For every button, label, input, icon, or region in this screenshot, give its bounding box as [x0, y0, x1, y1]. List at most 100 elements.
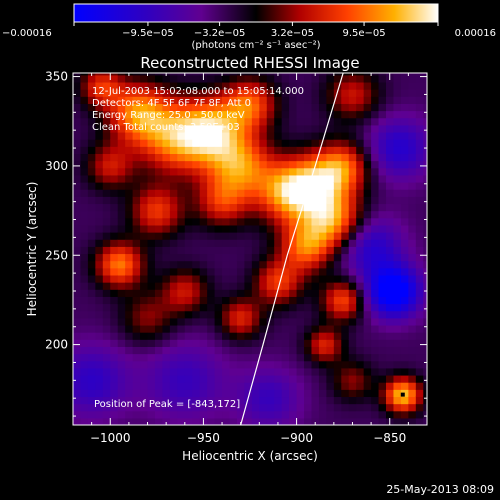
heatmap-cell	[236, 96, 246, 104]
heatmap-cell	[244, 189, 253, 197]
peak-marker	[400, 392, 405, 397]
heatmap-cell	[154, 317, 164, 326]
heatmap-cell	[110, 367, 119, 376]
heatmap-cell	[154, 267, 164, 276]
heatmap-cell	[125, 81, 134, 90]
heatmap-cell	[229, 260, 238, 269]
heatmap-cell	[117, 124, 126, 133]
heatmap-cell	[415, 174, 424, 183]
heatmap-cell	[304, 353, 313, 362]
heatmap-cell	[207, 224, 216, 233]
heatmap-cell	[110, 81, 119, 90]
heatmap-cell	[400, 274, 409, 283]
heatmap-cell	[408, 253, 417, 262]
heatmap-cell	[371, 139, 380, 147]
heatmap-cell	[184, 203, 193, 212]
heatmap-cell	[333, 303, 342, 312]
heatmap-cell	[266, 267, 275, 276]
heatmap-cell	[296, 267, 305, 276]
heatmap-cell	[400, 282, 409, 290]
heatmap-cell	[177, 189, 186, 197]
heatmap-cell	[177, 96, 186, 104]
heatmap-cell	[73, 310, 82, 319]
heatmap-cell	[266, 353, 275, 362]
heatmap-cell	[169, 160, 178, 169]
heatmap-cell	[296, 389, 305, 398]
heatmap-cell	[348, 353, 357, 362]
heatmap-cell	[326, 346, 335, 355]
heatmap-cell	[229, 73, 238, 76]
heatmap-cell	[326, 339, 335, 347]
heatmap-cell	[371, 103, 380, 112]
heatmap-cell	[229, 203, 238, 212]
heatmap-cell	[393, 96, 402, 104]
heatmap-cell	[341, 146, 350, 155]
heatmap-cell	[363, 296, 372, 305]
heatmap-cell	[95, 139, 104, 147]
heatmap-cell	[117, 153, 126, 162]
heatmap-cell	[117, 96, 126, 104]
heatmap-cell	[125, 224, 134, 233]
heatmap-cell	[333, 360, 342, 369]
heatmap-cell	[214, 181, 223, 190]
heatmap-cell	[274, 382, 283, 390]
heatmap-cell	[348, 310, 357, 319]
heatmap-cell	[333, 324, 342, 333]
heatmap-cell	[117, 103, 126, 112]
heatmap-cell	[289, 103, 298, 112]
heatmap-cell	[184, 317, 193, 326]
heatmap-cell	[207, 289, 216, 297]
heatmap-cell	[140, 239, 149, 247]
heatmap-cell	[140, 246, 149, 255]
heatmap-cell	[192, 360, 201, 369]
heatmap-cell	[102, 131, 111, 140]
heatmap-cell	[169, 267, 178, 276]
heatmap-cell	[184, 324, 193, 333]
heatmap-cell	[281, 403, 290, 412]
heatmap-cell	[207, 382, 216, 390]
heatmap-cell	[423, 324, 427, 333]
heatmap-cell	[356, 153, 365, 162]
heatmap-cell	[378, 153, 387, 162]
heatmap-cell	[73, 131, 82, 140]
heatmap-cell	[184, 73, 193, 76]
heatmap-cell	[341, 267, 350, 276]
heatmap-cell	[281, 310, 290, 319]
heatmap-cell	[244, 110, 253, 119]
heatmap-cell	[162, 417, 171, 425]
heatmap-cell	[415, 124, 424, 133]
heatmap-cell	[110, 217, 119, 226]
heatmap-cell	[184, 296, 193, 305]
heatmap-cell	[348, 367, 357, 376]
heatmap-cell	[304, 282, 313, 290]
heatmap-cell	[341, 339, 350, 347]
heatmap-cell	[184, 246, 193, 255]
heatmap-cell	[400, 317, 409, 326]
heatmap-cell	[296, 403, 305, 412]
heatmap-cell	[318, 103, 327, 112]
heatmap-cell	[162, 324, 171, 333]
heatmap-cell	[311, 139, 320, 147]
heatmap-cell	[147, 224, 156, 233]
heatmap-cell	[423, 353, 427, 362]
heatmap-cell	[423, 103, 427, 112]
heatmap-cell	[125, 139, 134, 147]
heatmap-cell	[95, 167, 104, 176]
heatmap-cell	[400, 403, 409, 412]
heatmap-cell	[229, 117, 238, 126]
heatmap-cell	[423, 274, 427, 283]
heatmap-cell	[154, 224, 164, 233]
heatmap-cell	[281, 260, 290, 269]
heatmap-cell	[408, 267, 417, 276]
heatmap-cell	[95, 253, 104, 262]
heatmap-cell	[363, 417, 372, 425]
heatmap-cell	[289, 382, 298, 390]
heatmap-cell	[251, 317, 260, 326]
heatmap-cell	[259, 260, 268, 269]
heatmap-cell	[408, 196, 417, 205]
heatmap-cell	[386, 174, 395, 183]
heatmap-cell	[132, 196, 141, 205]
heatmap-cell	[289, 246, 298, 255]
heatmap-cell	[341, 196, 350, 205]
heatmap-cell	[199, 353, 208, 362]
